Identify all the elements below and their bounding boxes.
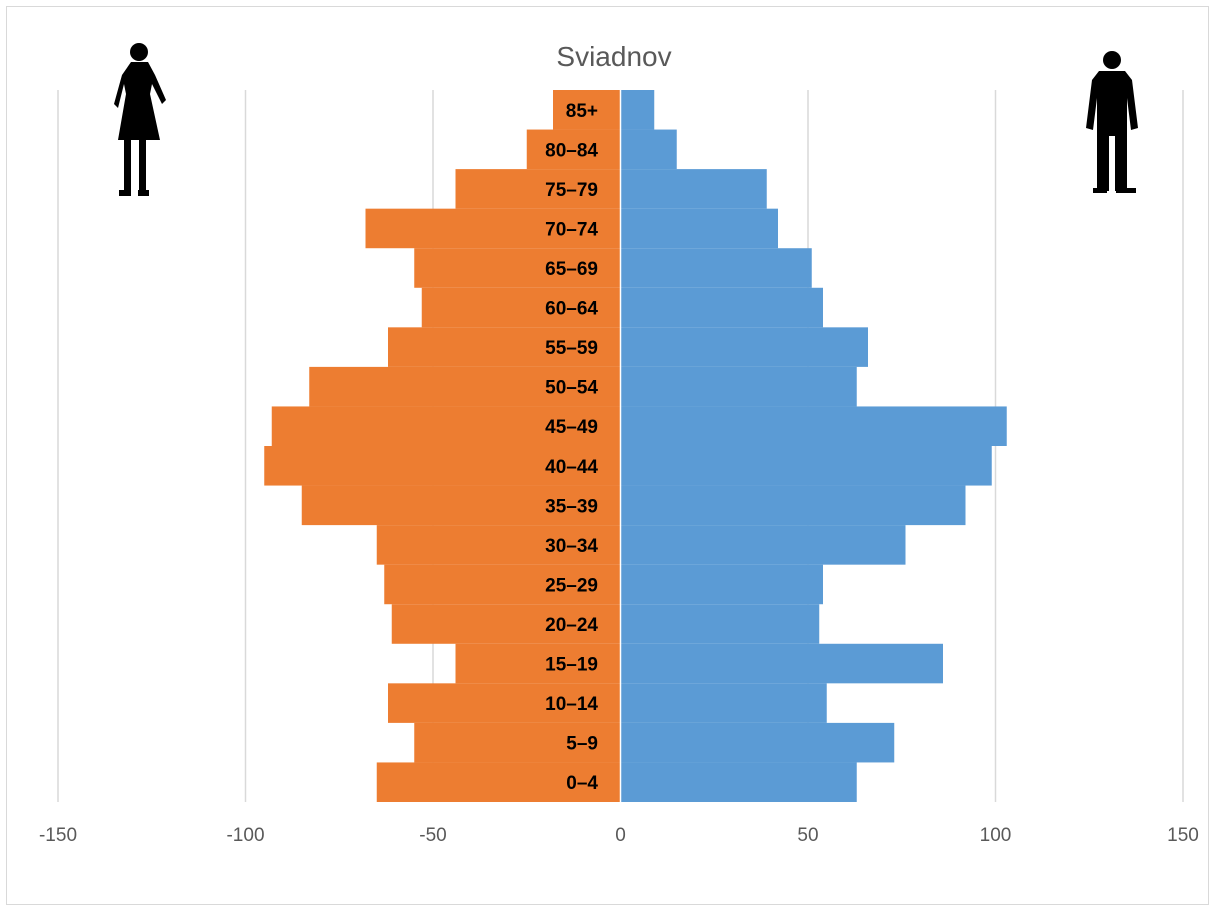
category-label: 45–49 — [545, 417, 598, 438]
bar-right — [620, 683, 827, 723]
category-label: 85+ — [566, 101, 598, 122]
x-tick-label: -100 — [226, 825, 264, 846]
bar-right — [620, 327, 868, 367]
bar-right — [620, 406, 1007, 446]
bar-right — [620, 287, 823, 328]
bar-left — [388, 683, 621, 723]
category-label: 5–9 — [566, 734, 598, 755]
bar-left — [301, 485, 621, 526]
bar-left — [271, 406, 621, 446]
bar-right — [620, 169, 767, 209]
category-label: 35–39 — [545, 496, 598, 517]
x-axis-tick-labels: -150 -100 -50 0 50 100 150 — [39, 825, 1199, 846]
x-tick-label: -150 — [39, 825, 77, 846]
bar-right — [620, 248, 812, 288]
x-tick-label: 150 — [1167, 825, 1199, 846]
bar-left — [553, 90, 621, 130]
bar-right — [620, 722, 895, 763]
bar-right — [620, 485, 966, 526]
woman-silhouette-icon — [114, 43, 166, 196]
category-label: 25–29 — [545, 575, 598, 596]
bar-left — [391, 604, 621, 644]
bar-right — [620, 208, 778, 249]
category-label: 70–74 — [545, 219, 598, 240]
category-label: 55–59 — [545, 338, 598, 359]
bar-right — [620, 90, 655, 130]
bar-right — [620, 604, 820, 644]
chart-title: Sviadnov — [556, 41, 671, 72]
bar-right — [620, 643, 943, 684]
category-labels: 0–4 5–9 10–14 15–19 20–24 25–29 30–34 35–39 40–4… — [545, 101, 598, 794]
bar-right — [620, 564, 823, 605]
bar-left — [376, 762, 621, 802]
bar-left — [376, 525, 621, 565]
category-label: 15–19 — [545, 655, 598, 676]
category-label: 30–34 — [545, 536, 598, 557]
category-label: 60–64 — [545, 299, 598, 320]
bar-left — [455, 643, 621, 684]
category-label: 75–79 — [545, 180, 598, 201]
bar-left — [414, 722, 621, 763]
bar-left — [526, 129, 621, 170]
bar-right — [620, 525, 906, 565]
bar-right — [620, 446, 992, 486]
bar-right — [620, 366, 857, 407]
man-silhouette-icon — [1086, 51, 1138, 193]
bar-left — [421, 287, 621, 328]
bar-left — [414, 248, 621, 288]
bar-left — [365, 208, 621, 249]
bar-right — [620, 762, 857, 802]
bars — [264, 90, 1007, 802]
category-label: 50–54 — [545, 378, 598, 399]
category-label: 80–84 — [545, 140, 598, 161]
category-label: 65–69 — [545, 259, 598, 280]
bar-right — [620, 129, 677, 170]
bar-left — [309, 366, 621, 407]
x-tick-label: -50 — [419, 825, 446, 846]
bar-left — [455, 169, 621, 209]
x-tick-label: 100 — [980, 825, 1012, 846]
x-tick-label: 0 — [615, 825, 626, 846]
bar-left — [384, 564, 621, 605]
category-label: 0–4 — [566, 773, 598, 794]
category-label: 20–24 — [545, 615, 598, 636]
bar-left — [388, 327, 621, 367]
x-tick-label: 50 — [797, 825, 818, 846]
category-label: 40–44 — [545, 457, 598, 478]
bar-left — [264, 446, 621, 486]
category-label: 10–14 — [545, 694, 598, 715]
